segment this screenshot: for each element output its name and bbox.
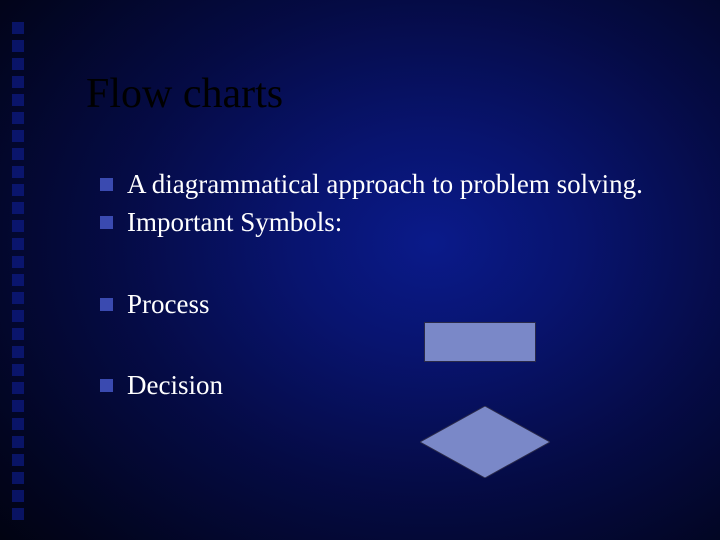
bullet-text: Important Symbols: xyxy=(127,206,680,240)
bullet-item: A diagrammatical approach to problem sol… xyxy=(100,168,680,202)
bullet-item: Important Symbols: xyxy=(100,206,680,240)
bullet-text: A diagrammatical approach to problem sol… xyxy=(127,168,680,202)
bullet-marker-icon xyxy=(100,379,113,392)
slide: Flow charts A diagrammatical approach to… xyxy=(0,0,720,540)
bullet-marker-icon xyxy=(100,298,113,311)
process-symbol-icon xyxy=(424,322,536,362)
bullet-item: Decision xyxy=(100,369,680,403)
decision-symbol-icon xyxy=(420,406,550,478)
bullet-text: Process xyxy=(127,288,680,322)
bullet-text: Decision xyxy=(127,369,680,403)
bullet-marker-icon xyxy=(100,178,113,191)
bullet-marker-icon xyxy=(100,216,113,229)
bullet-item: Process xyxy=(100,288,680,322)
slide-content: A diagrammatical approach to problem sol… xyxy=(100,168,680,407)
slide-title: Flow charts xyxy=(86,70,283,118)
